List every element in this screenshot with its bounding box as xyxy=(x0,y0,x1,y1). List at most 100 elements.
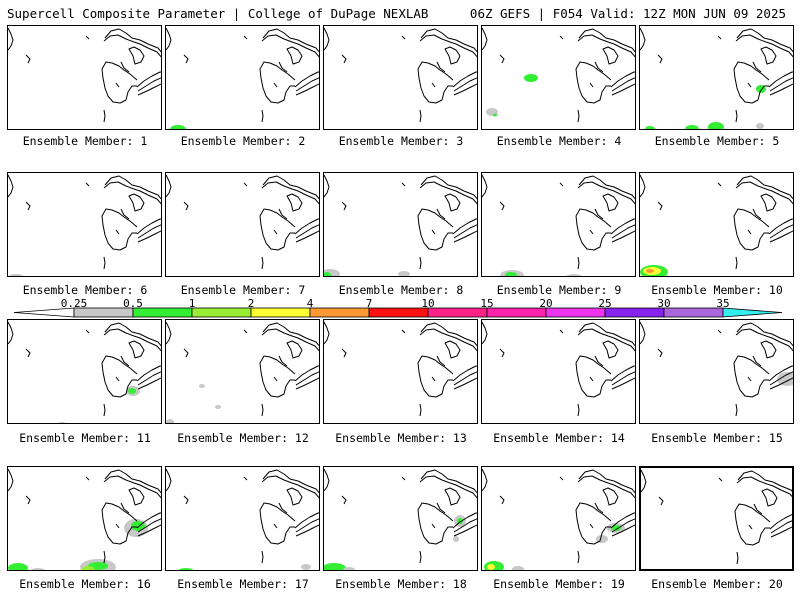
coastline xyxy=(577,181,635,205)
coastline xyxy=(183,495,189,505)
coastline xyxy=(578,469,635,494)
ensemble-member-map-19 xyxy=(481,466,636,571)
coastline xyxy=(769,77,793,92)
coastline xyxy=(747,376,752,382)
map-svg xyxy=(8,174,161,276)
ensemble-member-label: Ensemble Member: 18 xyxy=(335,577,467,591)
scp-shading xyxy=(566,274,582,276)
coastline xyxy=(444,340,461,359)
legend-swatch xyxy=(486,307,547,318)
coastline xyxy=(85,182,90,187)
ensemble-member-map-1 xyxy=(7,25,162,130)
coastline xyxy=(760,340,777,359)
coastline xyxy=(103,34,161,58)
legend-swatch xyxy=(250,307,311,318)
map-svg xyxy=(640,321,793,417)
coastline xyxy=(717,35,722,40)
coastline xyxy=(610,365,635,382)
coastline xyxy=(589,523,594,529)
coastline xyxy=(85,35,90,40)
coastline xyxy=(259,61,296,104)
coastline xyxy=(768,71,793,88)
coastline xyxy=(136,512,161,529)
coastline xyxy=(183,201,189,211)
coastline xyxy=(770,526,792,538)
scp-shading xyxy=(685,125,699,129)
coastline xyxy=(640,174,646,198)
coastline xyxy=(657,348,663,358)
scp-shading xyxy=(8,563,28,570)
coastline xyxy=(577,403,580,417)
legend-swatch xyxy=(191,307,252,318)
coastline xyxy=(104,469,161,494)
coastline xyxy=(341,495,347,505)
coastline xyxy=(602,340,619,359)
coastline xyxy=(137,230,161,243)
coastline xyxy=(559,476,564,481)
coastline xyxy=(341,201,347,211)
map-svg xyxy=(482,468,635,570)
coastline xyxy=(419,109,422,123)
coastline xyxy=(419,550,422,564)
coastline xyxy=(453,77,477,92)
ensemble-member-label: Ensemble Member: 4 xyxy=(496,134,622,148)
coastline xyxy=(769,377,793,390)
ensemble-member-map-14 xyxy=(481,319,636,424)
coastline xyxy=(120,61,130,73)
coastline xyxy=(128,487,145,506)
coastline xyxy=(747,82,752,88)
coastline xyxy=(103,328,161,352)
ensemble-member-label: Ensemble Member: 17 xyxy=(177,577,309,591)
map-svg xyxy=(166,174,319,270)
coastline xyxy=(436,61,446,73)
coastline xyxy=(610,71,635,88)
coastline xyxy=(575,61,612,104)
scp-shading xyxy=(8,274,24,276)
scp-shading xyxy=(398,271,410,276)
coastline xyxy=(577,328,635,352)
coastline xyxy=(736,476,792,498)
map-svg xyxy=(641,469,792,565)
coastline xyxy=(770,520,792,534)
coastline xyxy=(137,524,161,537)
coastline xyxy=(453,83,477,96)
coastline xyxy=(452,365,477,382)
scp-shading xyxy=(170,125,186,129)
legend-tick-label: 15 xyxy=(480,297,494,310)
ensemble-member-label: Ensemble Member: 16 xyxy=(19,577,151,591)
coastline xyxy=(589,229,594,235)
coastline xyxy=(482,321,488,345)
coastline xyxy=(295,224,319,239)
coastline xyxy=(594,208,604,220)
coastline xyxy=(737,470,792,492)
coastline xyxy=(717,182,722,187)
coastline xyxy=(166,321,172,345)
coastline xyxy=(243,329,248,334)
scp-shading xyxy=(645,126,655,129)
coastline xyxy=(341,348,347,358)
ensemble-member-map-7 xyxy=(165,172,320,277)
map-svg xyxy=(324,27,477,123)
coastline xyxy=(453,224,477,239)
coastline xyxy=(183,54,189,64)
coastline xyxy=(431,523,436,529)
coastline xyxy=(262,175,319,200)
coastline xyxy=(752,61,762,73)
coastline xyxy=(594,502,604,514)
coastline xyxy=(769,513,792,530)
coastline xyxy=(419,34,477,58)
coastline xyxy=(453,377,477,390)
coastline xyxy=(735,34,793,58)
coastline xyxy=(261,109,264,123)
coastline xyxy=(103,475,161,499)
coastline xyxy=(101,208,138,251)
coastline xyxy=(769,224,793,239)
coastline xyxy=(104,28,161,53)
coastline xyxy=(436,502,446,514)
coastline xyxy=(735,328,793,352)
coastline xyxy=(8,321,14,345)
scp-shading xyxy=(512,566,524,570)
legend-tick-label: 7 xyxy=(365,297,373,310)
coastline xyxy=(183,348,189,358)
coastline xyxy=(8,174,14,198)
